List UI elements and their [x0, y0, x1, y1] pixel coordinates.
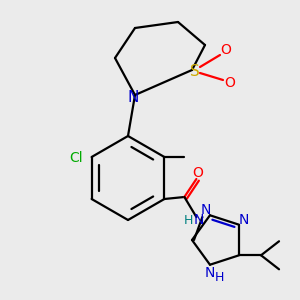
- Text: H: H: [184, 214, 193, 226]
- Text: N: N: [127, 89, 139, 104]
- Text: S: S: [190, 64, 200, 79]
- Text: O: O: [225, 76, 236, 90]
- Text: O: O: [192, 166, 203, 180]
- Text: N: N: [193, 213, 204, 227]
- Text: Cl: Cl: [69, 151, 82, 165]
- Text: N: N: [201, 203, 211, 217]
- Text: N: N: [239, 213, 249, 227]
- Text: H: H: [214, 271, 224, 284]
- Text: O: O: [220, 43, 231, 57]
- Text: N: N: [205, 266, 215, 280]
